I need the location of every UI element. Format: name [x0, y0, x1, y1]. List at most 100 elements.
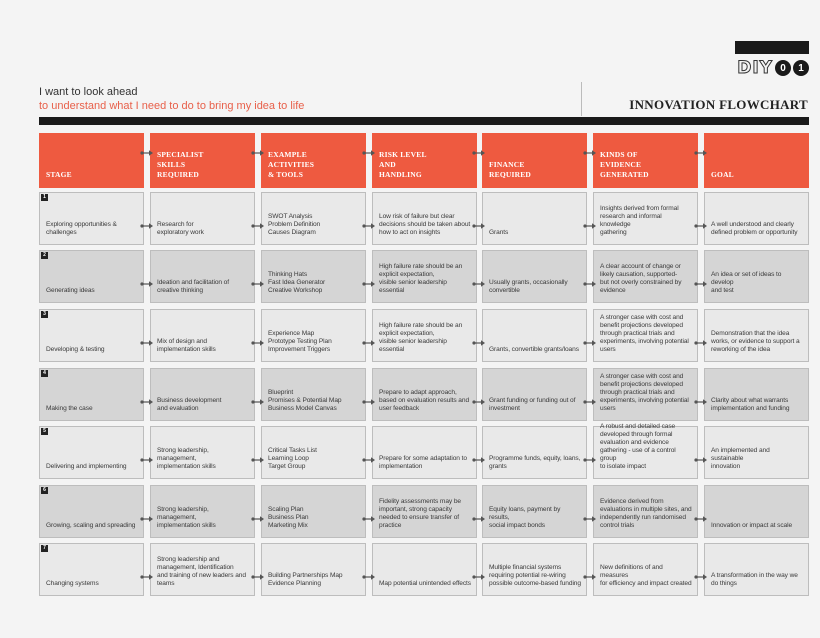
- stage-number-badge: 7: [41, 545, 48, 552]
- cell-text: Changing systems: [46, 580, 99, 587]
- cell-text: Making the case: [46, 405, 93, 412]
- cell-text: Equity loans, payment by results, social…: [489, 506, 561, 529]
- cell-text: High failure rate should be an explicit …: [379, 322, 463, 353]
- table-cell: Experience Map Prototype Testing Plan Im…: [261, 309, 366, 362]
- table-cell: Grant funding or funding out of investme…: [482, 368, 587, 421]
- cell-text: Prepare to adapt approach, based on eval…: [379, 389, 470, 412]
- table-cell: Building Partnerships Map Evidence Plann…: [261, 543, 366, 596]
- table-cell: Programme funds, equity, loans, grants: [482, 426, 587, 479]
- cell-text: Strong leadership, management, implement…: [157, 506, 216, 529]
- table-cell: Blueprint Promises & Potential Map Busin…: [261, 368, 366, 421]
- column-header: RISK LEVEL AND HANDLING: [372, 133, 477, 188]
- table-cell: High failure rate should be an explicit …: [372, 309, 477, 362]
- table-cell: Strong leadership, management, implement…: [150, 485, 255, 538]
- cell-text: Grants, convertible grants/loans: [489, 346, 579, 353]
- cell-text: Insights derived from formal research an…: [600, 205, 679, 236]
- double-arrow-icon: [362, 574, 375, 580]
- double-arrow-icon: [583, 516, 596, 522]
- stage-cell: Generating ideas 2: [39, 250, 144, 303]
- double-arrow-icon: [362, 457, 375, 463]
- cell-text: Experience Map Prototype Testing Plan Im…: [268, 330, 332, 353]
- logo-number-1: 1: [793, 60, 809, 76]
- double-arrow-icon: [472, 457, 485, 463]
- table-cell: A robust and detailed case developed thr…: [593, 423, 698, 479]
- table-cell: Grants: [482, 192, 587, 245]
- column-header: STAGE: [39, 133, 144, 188]
- table-cell: Research for exploratory work: [150, 192, 255, 245]
- cell-text: Blueprint Promises & Potential Map Busin…: [268, 389, 342, 412]
- double-arrow-icon: [472, 281, 485, 287]
- table-cell: Strong leadership and management, Identi…: [150, 543, 255, 596]
- cell-text: Building Partnerships Map Evidence Plann…: [268, 572, 343, 587]
- cell-text: Programme funds, equity, loans, grants: [489, 455, 581, 470]
- double-arrow-icon: [251, 457, 264, 463]
- double-arrow-icon: [362, 223, 375, 229]
- logo-bar: [735, 41, 809, 54]
- page-title: INNOVATION FLOWCHART: [629, 97, 808, 112]
- cell-text: New definitions of and measures for effi…: [600, 564, 692, 587]
- cell-text: Mix of design and implementation skills: [157, 338, 216, 353]
- stage-cell: Delivering and implementing 5: [39, 426, 144, 479]
- double-arrow-icon: [140, 457, 153, 463]
- cell-text: Growing, scaling and spreading: [46, 522, 136, 529]
- cell-text: Generating ideas: [46, 287, 95, 294]
- table-cell: High failure rate should be an explicit …: [372, 250, 477, 303]
- table-cell: A stronger case with cost and benefit pr…: [593, 368, 698, 421]
- logo-number-0: 0: [775, 60, 791, 76]
- double-arrow-icon: [583, 223, 596, 229]
- stage-cell: Making the case 4: [39, 368, 144, 421]
- cell-text: Prepare for some adaptation to implement…: [379, 455, 467, 470]
- double-arrow-icon: [362, 399, 375, 405]
- stage-number-badge: 3: [41, 311, 48, 318]
- double-arrow-icon: [140, 516, 153, 522]
- cell-text: Map potential unintended effects: [379, 580, 471, 587]
- divider: [581, 82, 582, 116]
- double-arrow-icon: [140, 574, 153, 580]
- cell-text: A stronger case with cost and benefit pr…: [600, 314, 689, 353]
- cell-text: A clear account of change or likely caus…: [600, 263, 682, 294]
- double-arrow-icon: [583, 399, 596, 405]
- cell-text: A transformation in the way we do things: [711, 572, 798, 587]
- table-cell: Low risk of failure but clear decisions …: [372, 192, 477, 245]
- stage-cell: Growing, scaling and spreading 6: [39, 485, 144, 538]
- double-arrow-icon: [694, 223, 707, 229]
- cell-text: Usually grants, occasionally convertible: [489, 279, 568, 294]
- stage-cell: Exploring opportunities & challenges 1: [39, 192, 144, 245]
- table-cell: Insights derived from formal research an…: [593, 192, 698, 245]
- cell-text: Critical Tasks List Learning Loop Target…: [268, 447, 317, 470]
- table-cell: Evidence derived from evaluations in mul…: [593, 485, 698, 538]
- double-arrow-icon: [140, 150, 153, 156]
- double-arrow-icon: [251, 516, 264, 522]
- cell-text: Developing & testing: [46, 346, 105, 353]
- cell-text: Business development and evaluation: [157, 397, 222, 412]
- cell-text: Thinking Hats Fast Idea Generator Creati…: [268, 271, 326, 294]
- double-arrow-icon: [362, 516, 375, 522]
- table-cell: A well understood and clearly defined pr…: [704, 192, 809, 245]
- cell-text: Exploring opportunities & challenges: [46, 221, 117, 236]
- column-header: EXAMPLE ACTIVITIES & TOOLS: [261, 133, 366, 188]
- double-arrow-icon: [251, 281, 264, 287]
- double-arrow-icon: [472, 574, 485, 580]
- double-arrow-icon: [472, 150, 485, 156]
- cell-text: Scaling Plan Business Plan Marketing Mix: [268, 506, 309, 529]
- table-cell: Equity loans, payment by results, social…: [482, 485, 587, 538]
- table-cell: Prepare for some adaptation to implement…: [372, 426, 477, 479]
- table-cell: Innovation or impact at scale: [704, 485, 809, 538]
- double-arrow-icon: [362, 340, 375, 346]
- logo-text: DIY: [737, 58, 773, 79]
- double-arrow-icon: [472, 399, 485, 405]
- stage-number-badge: 6: [41, 487, 48, 494]
- cell-text: Fidelity assessments may be important, s…: [379, 498, 461, 529]
- table-cell: Multiple financial systems requiring pot…: [482, 543, 587, 596]
- table-cell: Map potential unintended effects: [372, 543, 477, 596]
- table-cell: Scaling Plan Business Plan Marketing Mix: [261, 485, 366, 538]
- double-arrow-icon: [583, 457, 596, 463]
- double-arrow-icon: [694, 457, 707, 463]
- column-header: SPECIALIST SKILLS REQUIRED: [150, 133, 255, 188]
- intro-line-2: to understand what I need to do to bring…: [39, 100, 305, 112]
- stage-number-badge: 5: [41, 428, 48, 435]
- double-arrow-icon: [362, 150, 375, 156]
- table-cell: A transformation in the way we do things: [704, 543, 809, 596]
- column-header: FINANCE REQUIRED: [482, 133, 587, 188]
- double-arrow-icon: [140, 399, 153, 405]
